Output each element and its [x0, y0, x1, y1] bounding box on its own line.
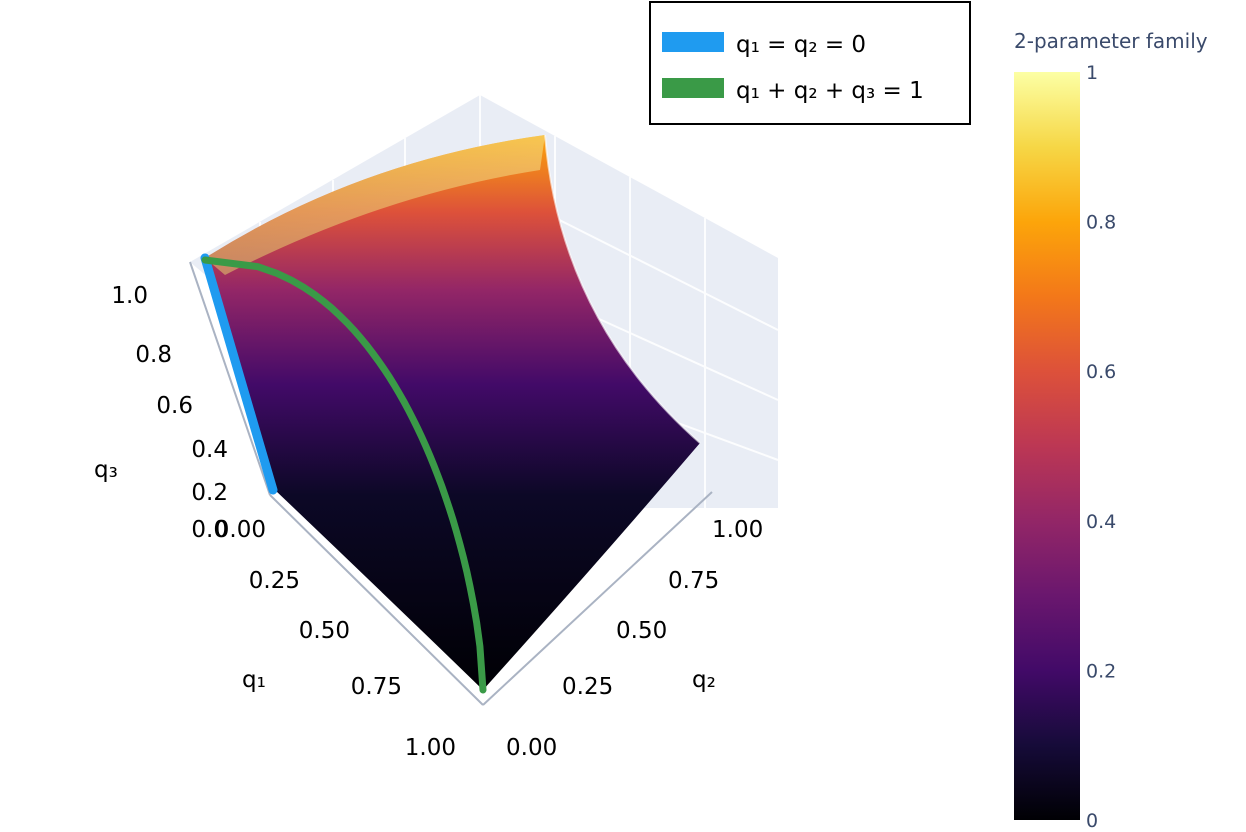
z-tick-label: 1.0: [111, 283, 148, 309]
colorbar-tick-label: 0.8: [1086, 212, 1116, 234]
legend-label-sum-one[interactable]: q₁ + q₂ + q₃ = 1: [736, 78, 924, 104]
legend-swatch-q1-q2-zero[interactable]: [662, 32, 724, 52]
surface-right-edge: [544, 134, 701, 444]
colorbar-title: 2-parameter family: [1014, 29, 1208, 53]
z-tick-label: 0.6: [156, 393, 193, 419]
z-tick-label: 0.4: [191, 437, 228, 463]
trace-sum-one: [201, 256, 487, 694]
x-tick-label: 1.00: [405, 735, 456, 761]
x-tick-label: 0.00: [215, 517, 266, 543]
legend-swatch-sum-one[interactable]: [662, 78, 724, 98]
x-tick-label: 0.25: [249, 568, 300, 594]
z-axis-title: q₃: [94, 457, 118, 483]
colorbar-ticks: 0 0.2 0.4 0.6 0.8 1: [1086, 62, 1116, 832]
x-axis-ticks: 0.00 0.25 0.50 0.75 1.00: [215, 517, 456, 761]
legend[interactable]: q₁ = q₂ = 0 q₁ + q₂ + q₃ = 1: [649, 1, 971, 125]
y-axis-ticks: 0.00 0.25 0.500.75 1.00: [506, 517, 763, 761]
colorbar-tick-label: 0.6: [1086, 361, 1116, 383]
z-tick-label: 0.0: [191, 517, 228, 543]
z-tick-label: 0.8: [135, 342, 172, 368]
x-axis-title: q₁: [242, 667, 266, 693]
legend-label-q1-q2-zero[interactable]: q₁ = q₂ = 0: [736, 32, 866, 58]
z-axis-ticks: 0.0 0.2 0.4 0.6 0.8 1.0: [111, 283, 228, 543]
y-axis-title: q₂: [692, 667, 716, 693]
floor-edges: [189, 261, 713, 706]
colorbar-tick-label: 1: [1086, 62, 1098, 84]
z-tick-label: 0.2: [191, 480, 228, 506]
colorbar-tick-label: 0: [1086, 810, 1098, 832]
colorbar-gradient-bar: [1014, 72, 1080, 820]
x-tick-label: 0.50: [299, 618, 350, 644]
3d-scene[interactable]: [189, 95, 779, 706]
y-tick-label: 0.50: [616, 618, 667, 644]
colorbar-tick-label: 0.2: [1086, 660, 1116, 682]
trace-q1-q2-zero: [200, 253, 278, 495]
x-tick-label: 0.75: [351, 674, 402, 700]
legend-box: [649, 1, 971, 125]
colorbar-tick-label: 0.4: [1086, 511, 1116, 533]
y-tick-label: 0.25: [562, 674, 613, 700]
colorbar: 2-parameter family 0 0.2 0.4 0.6 0.8 1: [1014, 29, 1208, 832]
y-tick-label: 1.00: [712, 517, 763, 543]
y-tick-label: 0.00: [506, 735, 557, 761]
surface-top-edge: [205, 135, 545, 275]
y-tick-label: 0.75: [668, 568, 719, 594]
